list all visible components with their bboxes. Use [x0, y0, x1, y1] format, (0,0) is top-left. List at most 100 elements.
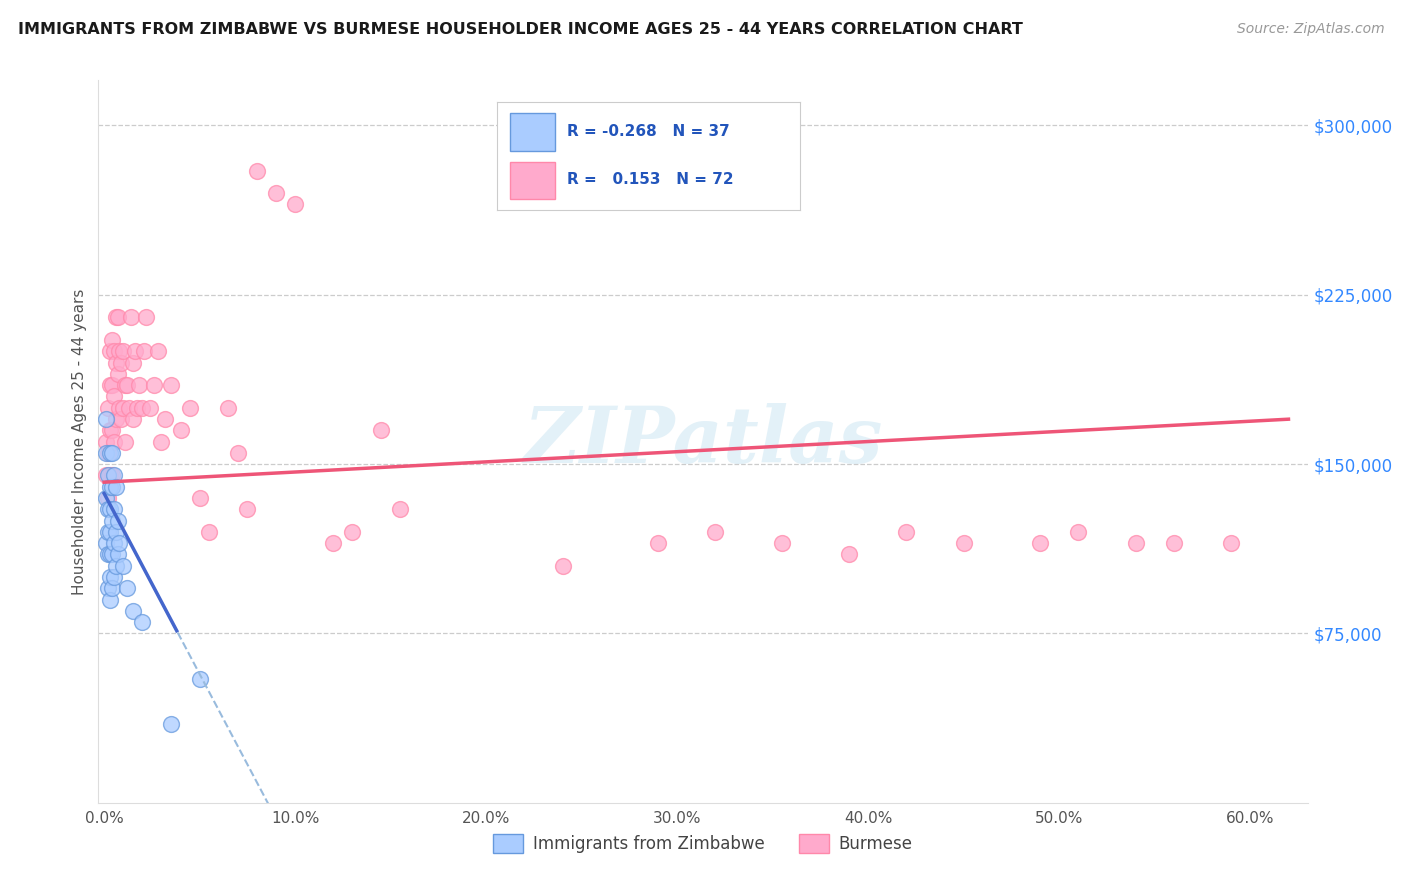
Point [101, 333, 124, 347]
Point [101, 378, 124, 392]
Point [135, 310, 157, 325]
Point [101, 548, 124, 562]
Point [94, 446, 117, 460]
Point [121, 604, 143, 618]
Point [101, 514, 124, 528]
Point [342, 524, 364, 539]
Point [125, 401, 148, 415]
Point [97, 548, 120, 562]
Point [101, 468, 124, 483]
Point [104, 480, 127, 494]
Point [217, 401, 239, 415]
Point [246, 163, 269, 178]
Point [98, 592, 121, 607]
Point [160, 378, 183, 392]
Point [103, 344, 125, 359]
Y-axis label: Householder Income Ages 25 - 44 years: Householder Income Ages 25 - 44 years [72, 288, 87, 595]
Point [121, 412, 143, 426]
Point [1220, 536, 1243, 550]
Point [107, 548, 129, 562]
Point [103, 570, 125, 584]
Point [770, 536, 793, 550]
Point [112, 344, 135, 359]
Point [110, 412, 132, 426]
Point [103, 434, 125, 449]
Point [103, 502, 125, 516]
Point [131, 401, 153, 415]
Point [108, 401, 131, 415]
Point [104, 355, 127, 369]
Point [179, 401, 201, 415]
Point [97, 582, 120, 596]
Point [98, 378, 121, 392]
Point [103, 468, 125, 483]
Point [114, 378, 136, 392]
Point [188, 672, 211, 686]
Point [97, 502, 120, 516]
Point [704, 524, 727, 539]
Point [128, 378, 150, 392]
Point [108, 344, 131, 359]
Point [1163, 536, 1185, 550]
Point [389, 502, 412, 516]
Point [264, 186, 287, 201]
Point [107, 514, 129, 528]
Point [150, 434, 173, 449]
Point [108, 536, 131, 550]
Point [551, 558, 574, 573]
Point [98, 570, 121, 584]
Point [115, 378, 138, 392]
Text: IMMIGRANTS FROM ZIMBABWE VS BURMESE HOUSEHOLDER INCOME AGES 25 - 44 YEARS CORREL: IMMIGRANTS FROM ZIMBABWE VS BURMESE HOUS… [18, 22, 1024, 37]
Point [98, 548, 121, 562]
Point [97, 491, 120, 505]
Point [94, 434, 117, 449]
Point [97, 468, 120, 483]
Point [98, 480, 121, 494]
Point [101, 480, 124, 494]
Point [896, 524, 918, 539]
Point [94, 412, 117, 426]
Point [110, 355, 132, 369]
Point [112, 558, 135, 573]
Point [98, 423, 121, 437]
Point [1029, 536, 1052, 550]
Point [112, 401, 135, 415]
Point [104, 412, 127, 426]
Point [104, 558, 127, 573]
Point [104, 524, 127, 539]
Point [94, 468, 117, 483]
Point [198, 524, 221, 539]
Point [134, 344, 156, 359]
Point [104, 310, 127, 325]
Point [98, 446, 121, 460]
Point [94, 536, 117, 550]
Point [118, 401, 141, 415]
Point [101, 446, 124, 460]
Point [146, 344, 169, 359]
Point [103, 389, 125, 403]
Point [98, 468, 121, 483]
Point [124, 344, 146, 359]
Point [131, 615, 153, 630]
Point [142, 378, 165, 392]
Point [169, 423, 191, 437]
Legend: Immigrants from Zimbabwe, Burmese: Immigrants from Zimbabwe, Burmese [486, 827, 920, 860]
Point [98, 524, 121, 539]
Point [97, 524, 120, 539]
Point [98, 344, 121, 359]
Point [952, 536, 974, 550]
Point [98, 502, 121, 516]
Point [236, 502, 259, 516]
Point [101, 582, 124, 596]
Point [107, 310, 129, 325]
Point [120, 310, 142, 325]
Point [121, 355, 143, 369]
Point [1067, 524, 1090, 539]
Point [107, 367, 129, 381]
Point [838, 548, 860, 562]
Point [94, 491, 117, 505]
Point [101, 423, 124, 437]
Point [103, 536, 125, 550]
Text: Source: ZipAtlas.com: Source: ZipAtlas.com [1237, 22, 1385, 37]
Point [97, 401, 120, 415]
